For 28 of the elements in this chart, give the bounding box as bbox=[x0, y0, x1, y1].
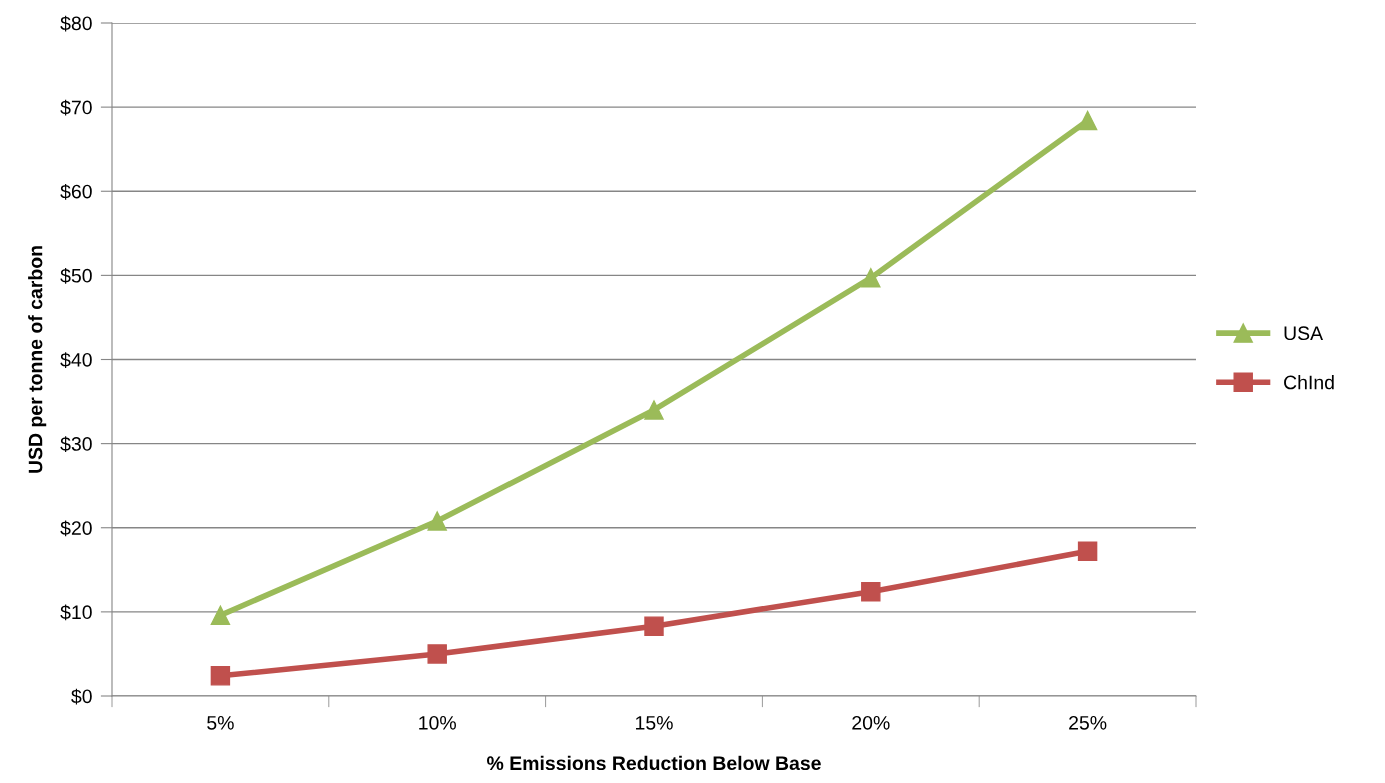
y-tick-label: $80 bbox=[60, 15, 92, 32]
y-axis-title: USD per tonne of carbon bbox=[28, 246, 47, 473]
x-tick-label: 20% bbox=[852, 715, 890, 730]
point bbox=[427, 511, 447, 531]
point bbox=[1077, 541, 1098, 562]
x-tick-label: 10% bbox=[419, 715, 456, 730]
x-tick-label: 25% bbox=[1069, 715, 1107, 730]
y-tick-label: $10 bbox=[60, 604, 92, 621]
x-axis-title: % Emissions Reduction Below Base bbox=[487, 755, 821, 771]
y-tick-label: $70 bbox=[60, 99, 92, 116]
y-tick-label: $30 bbox=[60, 436, 92, 453]
y-tick-label: $20 bbox=[60, 520, 92, 537]
point bbox=[427, 644, 447, 664]
legend-label: ChInd bbox=[1284, 375, 1334, 390]
y-tick-label: $40 bbox=[60, 352, 92, 368]
point bbox=[861, 268, 881, 288]
y-tick-label: $0 bbox=[71, 688, 92, 705]
y-tick-label: $50 bbox=[60, 268, 92, 284]
point bbox=[210, 605, 231, 625]
x-tick-label: 15% bbox=[636, 716, 673, 730]
point bbox=[1077, 110, 1098, 131]
point bbox=[861, 581, 881, 602]
y-tick-label: $60 bbox=[60, 183, 92, 200]
point bbox=[644, 616, 664, 636]
x-tick-label: 5% bbox=[207, 716, 234, 730]
point bbox=[644, 400, 664, 420]
legend-label: USA bbox=[1284, 326, 1324, 341]
point bbox=[210, 666, 231, 686]
